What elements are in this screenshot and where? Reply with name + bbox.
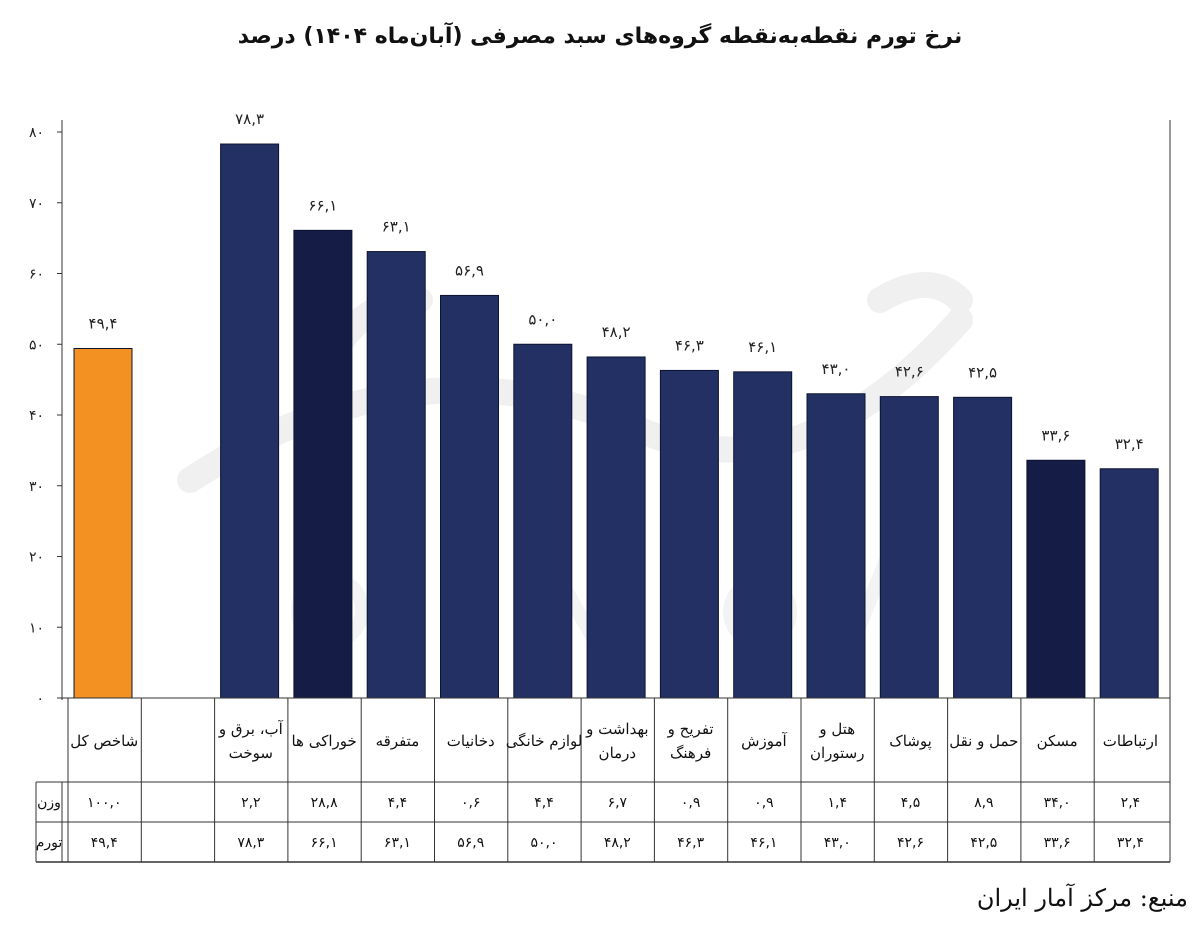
- table-cell-inflation: ۴۸,۲: [604, 835, 631, 851]
- category-label: تفریح و: [667, 720, 714, 738]
- table-cell-weight: ۱۰۰,۰: [87, 795, 122, 811]
- table-row-name: تورم: [36, 835, 63, 851]
- bar: [1026, 459, 1086, 699]
- table-cell-weight: ۲,۲: [241, 795, 261, 811]
- table-cell-weight: ۳۴,۰: [1044, 795, 1071, 811]
- table-cell-weight: ۸,۹: [974, 795, 994, 811]
- table-cell-inflation: ۶۳,۱: [384, 835, 411, 851]
- bar: [513, 343, 573, 699]
- bar: [879, 396, 939, 699]
- bar-value-label: ۴۶,۱: [748, 338, 777, 356]
- bar-value-label: ۴۶,۳: [675, 336, 704, 354]
- bar-value-label: ۵۶,۹: [455, 261, 484, 279]
- y-axis: ۰ ۱۰ ۲۰ ۳۰ ۴۰ ۵۰ ۶۰ ۷۰ ۸۰: [29, 120, 1171, 707]
- bar: [586, 356, 646, 699]
- category-label: دخانیات: [447, 732, 495, 750]
- y-tick-label: ۶۰: [29, 267, 44, 283]
- category-label: لوازم خانگی: [506, 732, 583, 750]
- category-label: متفرقه: [376, 732, 420, 750]
- bar: [293, 229, 353, 699]
- bar-value-label: ۷۸,۳: [235, 110, 264, 128]
- bar-chart: ۰ ۱۰ ۲۰ ۳۰ ۴۰ ۵۰ ۶۰ ۷۰ ۸۰ ۴۹,۴ ۷۸,۳ ۶۶,۱ ۶۳,۱ ۵۶,۹ ۵۰…: [29, 110, 1171, 863]
- bar: [806, 393, 866, 699]
- table-cell-inflation: ۵۶,۹: [457, 835, 484, 851]
- y-tick-label: ۵۰: [29, 337, 44, 353]
- table-cell-inflation: ۵۰,۰: [531, 835, 558, 851]
- bar: [733, 371, 793, 699]
- bar: [440, 294, 499, 699]
- table-cell-weight: ۱,۴: [827, 795, 847, 811]
- table-cell-inflation: ۴۳,۰: [824, 835, 851, 851]
- bar: [659, 369, 719, 699]
- bar-value-label: ۴۳,۰: [822, 360, 851, 378]
- table-cell-inflation: ۴۶,۳: [677, 835, 704, 851]
- y-tick-label: ۲۰: [29, 550, 44, 566]
- bar-value-label: ۶۶,۱: [308, 196, 337, 214]
- category-label: آب، برق و: [218, 720, 284, 738]
- table-cell-weight: ۲۸,۸: [311, 795, 338, 811]
- category-label: آموزش: [741, 732, 787, 750]
- category-label: ارتباطات: [1103, 732, 1158, 750]
- y-tick-label: ۸۰: [29, 125, 44, 141]
- bar-value-label: ۴۸,۲: [602, 323, 631, 341]
- source-note: منبع: مرکز آمار ایران: [976, 884, 1188, 912]
- bar-value-label: ۴۹,۴: [89, 314, 118, 332]
- category-label: رستوران: [810, 744, 865, 762]
- y-tick-label: ۴۰: [29, 408, 44, 424]
- table-cell-inflation: ۴۶,۱: [750, 835, 777, 851]
- bar-value-label: ۴۲,۶: [895, 363, 924, 381]
- table-cell-inflation: ۳۳,۶: [1044, 835, 1071, 851]
- table-row-name: وزن: [37, 795, 61, 811]
- category-label: شاخص کل: [70, 732, 138, 750]
- category-label: مسکن: [1037, 732, 1078, 750]
- table-cell-weight: ۶,۷: [608, 795, 628, 811]
- y-tick-label: ۱۰: [29, 620, 44, 636]
- bar: [953, 396, 1013, 699]
- chart-title: نرخ تورم نقطه‌به‌نقطه گروه‌های سبد مصرفی…: [237, 24, 963, 49]
- category-label: حمل و نقل: [949, 732, 1018, 750]
- category-label: خوراکی ها: [291, 732, 356, 750]
- category-label: درمان: [599, 744, 637, 762]
- value-labels: ۴۹,۴ ۷۸,۳ ۶۶,۱ ۶۳,۱ ۵۶,۹ ۵۰,۰ ۴۸,۲ ۴۶,۳ ۴۶,۱ ۴۳,۰…: [89, 110, 1144, 453]
- bar-value-label: ۴۲,۵: [968, 363, 997, 381]
- category-label: فرهنگ: [670, 744, 711, 762]
- table-cell-weight: ۴,۵: [901, 795, 921, 811]
- table-cell-weight: ۲,۴: [1121, 795, 1141, 811]
- table-cell-weight: ۴,۴: [388, 795, 408, 811]
- category-label: سوخت: [229, 744, 273, 762]
- bar-value-label: ۳۳,۶: [1041, 426, 1070, 444]
- bar: [73, 347, 133, 699]
- bar: [1099, 468, 1159, 699]
- table-cell-inflation: ۴۲,۶: [897, 835, 924, 851]
- bars: [73, 143, 1159, 699]
- y-tick-label: ۳۰: [29, 479, 44, 495]
- table-cell-inflation: ۷۸,۳: [237, 835, 264, 851]
- bar-value-label: ۳۲,۴: [1115, 435, 1144, 453]
- table-cell-weight: ۰,۹: [681, 795, 701, 811]
- bar: [220, 143, 280, 699]
- category-label: هتل و: [818, 720, 855, 738]
- y-tick-label: ۷۰: [29, 196, 44, 212]
- bar-value-label: ۵۰,۰: [528, 310, 557, 328]
- bar: [366, 251, 426, 699]
- table-cell-weight: ۰,۹: [754, 795, 774, 811]
- table-cell-inflation: ۳۲,۴: [1117, 835, 1144, 851]
- bar-value-label: ۶۳,۱: [382, 218, 411, 236]
- y-tick-label: ۰: [36, 691, 44, 707]
- table-cell-weight: ۴,۴: [534, 795, 554, 811]
- table-cell-weight: ۰,۶: [461, 795, 481, 811]
- table-cell-inflation: ۴۹,۴: [91, 835, 118, 851]
- table-cell-inflation: ۴۲,۵: [970, 835, 997, 851]
- table-cell-inflation: ۶۶,۱: [311, 835, 338, 851]
- category-label: بهداشت و: [585, 720, 648, 738]
- data-table: وزن تورم شاخص کل ۱۰۰,۰ ۴۹,۴ آب، برق و سوخت ۲,۲ ۷…: [35, 697, 1171, 863]
- category-label: پوشاک: [889, 732, 932, 750]
